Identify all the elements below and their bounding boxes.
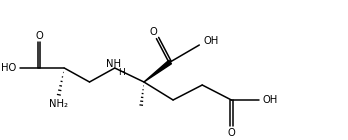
Text: OH: OH <box>262 95 278 105</box>
Text: H: H <box>118 67 125 76</box>
Text: O: O <box>228 128 235 137</box>
Polygon shape <box>144 60 172 82</box>
Text: OH: OH <box>203 36 219 46</box>
Text: NH₂: NH₂ <box>49 99 68 109</box>
Text: NH: NH <box>106 59 121 69</box>
Text: O: O <box>35 31 43 40</box>
Text: HO: HO <box>1 63 17 73</box>
Text: O: O <box>150 27 158 37</box>
